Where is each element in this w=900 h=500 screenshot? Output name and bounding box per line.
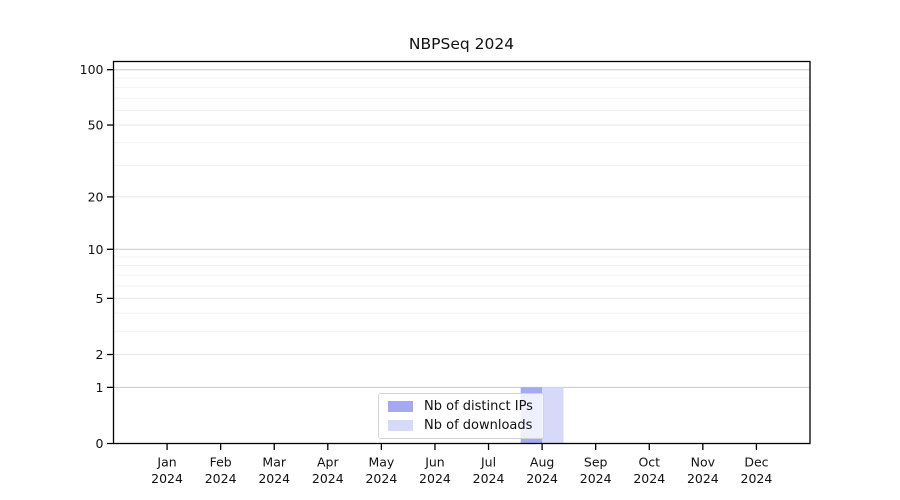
x-tick-label-month: Oct (638, 455, 660, 470)
x-tick-label-year: 2024 (151, 471, 183, 486)
x-tick-label-year: 2024 (580, 471, 612, 486)
x-tick-label-month: Jan (156, 455, 176, 470)
y-tick-label: 5 (96, 291, 104, 306)
legend-item-distinct-ips: Nb of distinct IPs (388, 399, 536, 414)
legend-item-downloads: Nb of downloads (388, 418, 536, 433)
x-tick-label-year: 2024 (473, 471, 505, 486)
x-tick-label-month: May (368, 455, 394, 470)
legend-swatch-downloads (388, 419, 413, 431)
x-tick-label-month: Jul (480, 455, 496, 470)
x-tick-label-month: Apr (317, 455, 339, 470)
y-tick-label: 10 (88, 242, 104, 257)
y-tick-label: 1 (96, 380, 104, 395)
x-tick-label-year: 2024 (419, 471, 451, 486)
x-tick-label-month: Feb (210, 455, 232, 470)
x-tick-label-year: 2024 (365, 471, 397, 486)
x-tick-label-year: 2024 (526, 471, 558, 486)
x-tick-label-month: Aug (530, 455, 554, 470)
x-tick-label-year: 2024 (312, 471, 344, 486)
x-tick-label-month: Nov (691, 455, 716, 470)
x-tick-label-year: 2024 (687, 471, 719, 486)
x-tick-label-month: Jun (424, 455, 445, 470)
x-tick-label-month: Mar (262, 455, 286, 470)
legend-label-downloads: Nb of downloads (424, 417, 533, 433)
legend: Nb of distinct IPs Nb of downloads (378, 393, 544, 439)
bar-aug-s1 (542, 387, 564, 444)
x-tick-label-month: Sep (584, 455, 608, 470)
y-tick-label: 20 (88, 189, 104, 204)
x-tick-label-year: 2024 (258, 471, 290, 486)
x-tick-label-year: 2024 (633, 471, 665, 486)
y-tick-label: 0 (96, 436, 104, 451)
y-tick-label: 50 (88, 118, 104, 133)
x-tick-label-year: 2024 (205, 471, 237, 486)
legend-label-distinct-ips: Nb of distinct IPs (424, 399, 533, 415)
x-tick-label-month: Dec (744, 455, 768, 470)
chart-title: NBPSeq 2024 (408, 35, 515, 53)
y-tick-label: 100 (80, 62, 104, 77)
plot-border (112, 60, 811, 445)
x-tick-label-year: 2024 (741, 471, 773, 486)
y-tick-label: 2 (96, 347, 104, 362)
legend-swatch-distinct-ips (388, 401, 413, 413)
